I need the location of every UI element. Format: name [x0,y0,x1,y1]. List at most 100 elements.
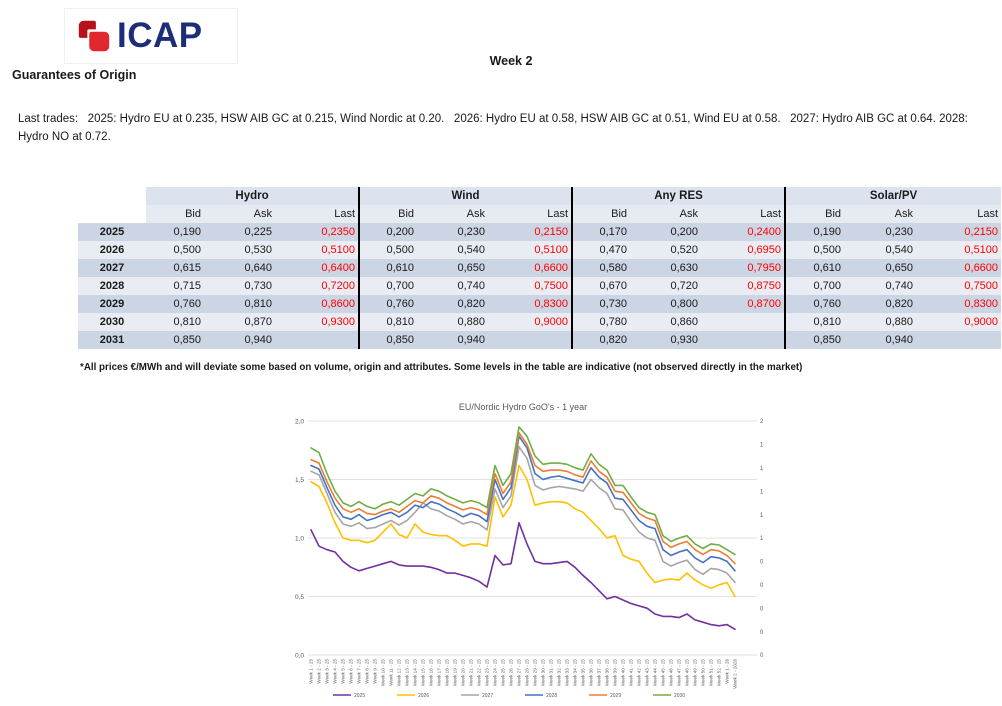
col-header-bid: Bid [358,205,431,223]
sub-header-row: Bid Ask Last Bid Ask Last Bid Ask Last B… [78,205,1002,223]
chart-line-2030 [310,426,736,556]
col-header-ask: Ask [857,205,930,223]
week-title: Week 2 [489,54,533,68]
bid-cell: 0,810 [146,313,217,331]
bid-cell: 0,170 [571,223,644,241]
bid-cell: 0,500 [358,241,431,259]
group-header-solarpv: Solar/PV [784,187,1002,205]
last-cell: 0,8700 [714,295,786,313]
ask-cell: 0,800 [643,295,715,313]
x-axis-label: Week 21 - 25 [469,659,474,687]
y-axis-left-tick: 1,0 [295,535,304,542]
x-axis-label: Week 25 - 25 [501,659,506,687]
y-axis-left-tick: 2,0 [295,418,304,425]
last-cell: 0,2150 [501,223,573,241]
x-axis-label: Week 16 - 25 [429,659,434,687]
x-axis-label: Week 48 - 25 [685,659,690,687]
ask-cell: 0,740 [430,277,502,295]
x-axis-label: Week 31 - 25 [549,659,554,687]
bid-cell: 0,715 [146,277,217,295]
year-cell: 2029 [78,295,146,313]
last-cell: 0,7950 [714,259,786,277]
x-axis-label: Week 39 - 25 [613,659,618,687]
col-header-last: Last [714,205,786,223]
x-axis-label: Week 23 - 25 [485,659,490,687]
x-axis-label: Week 1 - 25 [309,659,314,684]
x-axis-label: Week 37 - 25 [597,659,602,687]
last-cell: 0,8300 [929,295,1002,313]
year-cell: 2025 [78,223,146,241]
x-axis-label: Week 6 - 25 [349,659,354,684]
col-header-bid: Bid [146,205,217,223]
icap-logo: ICAP [64,8,238,64]
last-cell [714,331,786,349]
table-row: 2027 0,615 0,640 0,6400 0,610 0,650 0,6600 0,58… [78,259,1002,277]
x-axis-label: Week 46 - 25 [669,659,674,687]
corner-cell [78,187,146,205]
y-axis-left-tick: 0,0 [295,652,304,659]
ask-cell: 0,640 [217,259,288,277]
last-trades-text: Last trades: 2025: Hydro EU at 0.235, HS… [18,113,972,144]
table-row: 2028 0,715 0,730 0,7200 0,700 0,740 0,7500 0,67… [78,277,1002,295]
x-axis-label: Week 9 - 25 [373,659,378,684]
last-cell [288,331,360,349]
x-axis-label: Week 17 - 25 [437,659,442,687]
legend-label-2028: 2028 [546,693,557,699]
last-cell: 0,5100 [929,241,1002,259]
chart-line-2029 [310,431,736,565]
bid-cell: 0,760 [358,295,431,313]
col-header-last: Last [288,205,360,223]
y-axis-right-tick: 0,8 [760,560,763,566]
price-table: Hydro Wind Any RES Solar/PV Bid Ask Last… [78,187,1002,349]
col-header-ask: Ask [430,205,502,223]
chart-line-2028 [310,435,736,572]
ask-cell: 0,940 [217,331,288,349]
last-cell: 0,7500 [929,277,1002,295]
y-axis-right-tick: 1,8 [760,443,763,449]
bid-cell: 0,190 [784,223,858,241]
table-row: 2026 0,500 0,530 0,5100 0,500 0,540 0,5100 0,47… [78,241,1002,259]
price-table-container: Hydro Wind Any RES Solar/PV Bid Ask Last… [78,187,1002,349]
ask-cell: 0,740 [857,277,930,295]
legend-label-2027: 2027 [482,693,493,699]
bid-cell: 0,700 [784,277,858,295]
bid-cell: 0,580 [571,259,644,277]
x-axis-label: Week 40 - 25 [621,659,626,687]
last-cell: 0,9000 [929,313,1002,331]
y-axis-right-tick: 0,0 [760,653,763,659]
price-chart: EU/Nordic Hydro GoO's - 1 year 2,0 1,5 1,0… [283,392,763,706]
chart-line-2025 [310,522,736,631]
group-header-anyres: Any RES [571,187,786,205]
x-axis-label: Week 32 - 25 [557,659,562,687]
group-header-wind: Wind [358,187,573,205]
bid-cell: 0,190 [146,223,217,241]
last-cell [714,313,786,331]
col-header-last: Last [501,205,573,223]
x-axis-label: Week 28 - 25 [525,659,530,687]
ask-cell: 0,810 [217,295,288,313]
ask-cell: 0,650 [430,259,502,277]
x-axis-label: Week 35 - 25 [581,659,586,687]
bid-cell: 0,760 [784,295,858,313]
col-header-ask: Ask [217,205,288,223]
ask-cell: 0,200 [643,223,715,241]
x-axis-label: Week 41 - 25 [629,659,634,687]
corner-cell [78,205,146,223]
year-cell: 2030 [78,313,146,331]
last-cell: 0,5100 [501,241,573,259]
x-axis-label: Week 14 - 25 [413,659,418,687]
table-row: 2029 0,760 0,810 0,8600 0,760 0,820 0,8300 0,73… [78,295,1002,313]
group-header-hydro: Hydro [146,187,360,205]
bid-cell: 0,730 [571,295,644,313]
last-cell: 0,8750 [714,277,786,295]
ask-cell: 0,820 [430,295,502,313]
ask-cell: 0,540 [430,241,502,259]
bid-cell: 0,615 [146,259,217,277]
x-axis-label: Week 1 - 26 [725,659,730,684]
year-cell: 2026 [78,241,146,259]
x-axis-label: Week 34 - 25 [573,659,578,687]
last-cell: 0,7200 [288,277,360,295]
chart-title: EU/Nordic Hydro GoO's - 1 year [459,402,587,412]
y-axis-right-tick: 0,6 [760,583,763,589]
last-cell: 0,6600 [929,259,1002,277]
